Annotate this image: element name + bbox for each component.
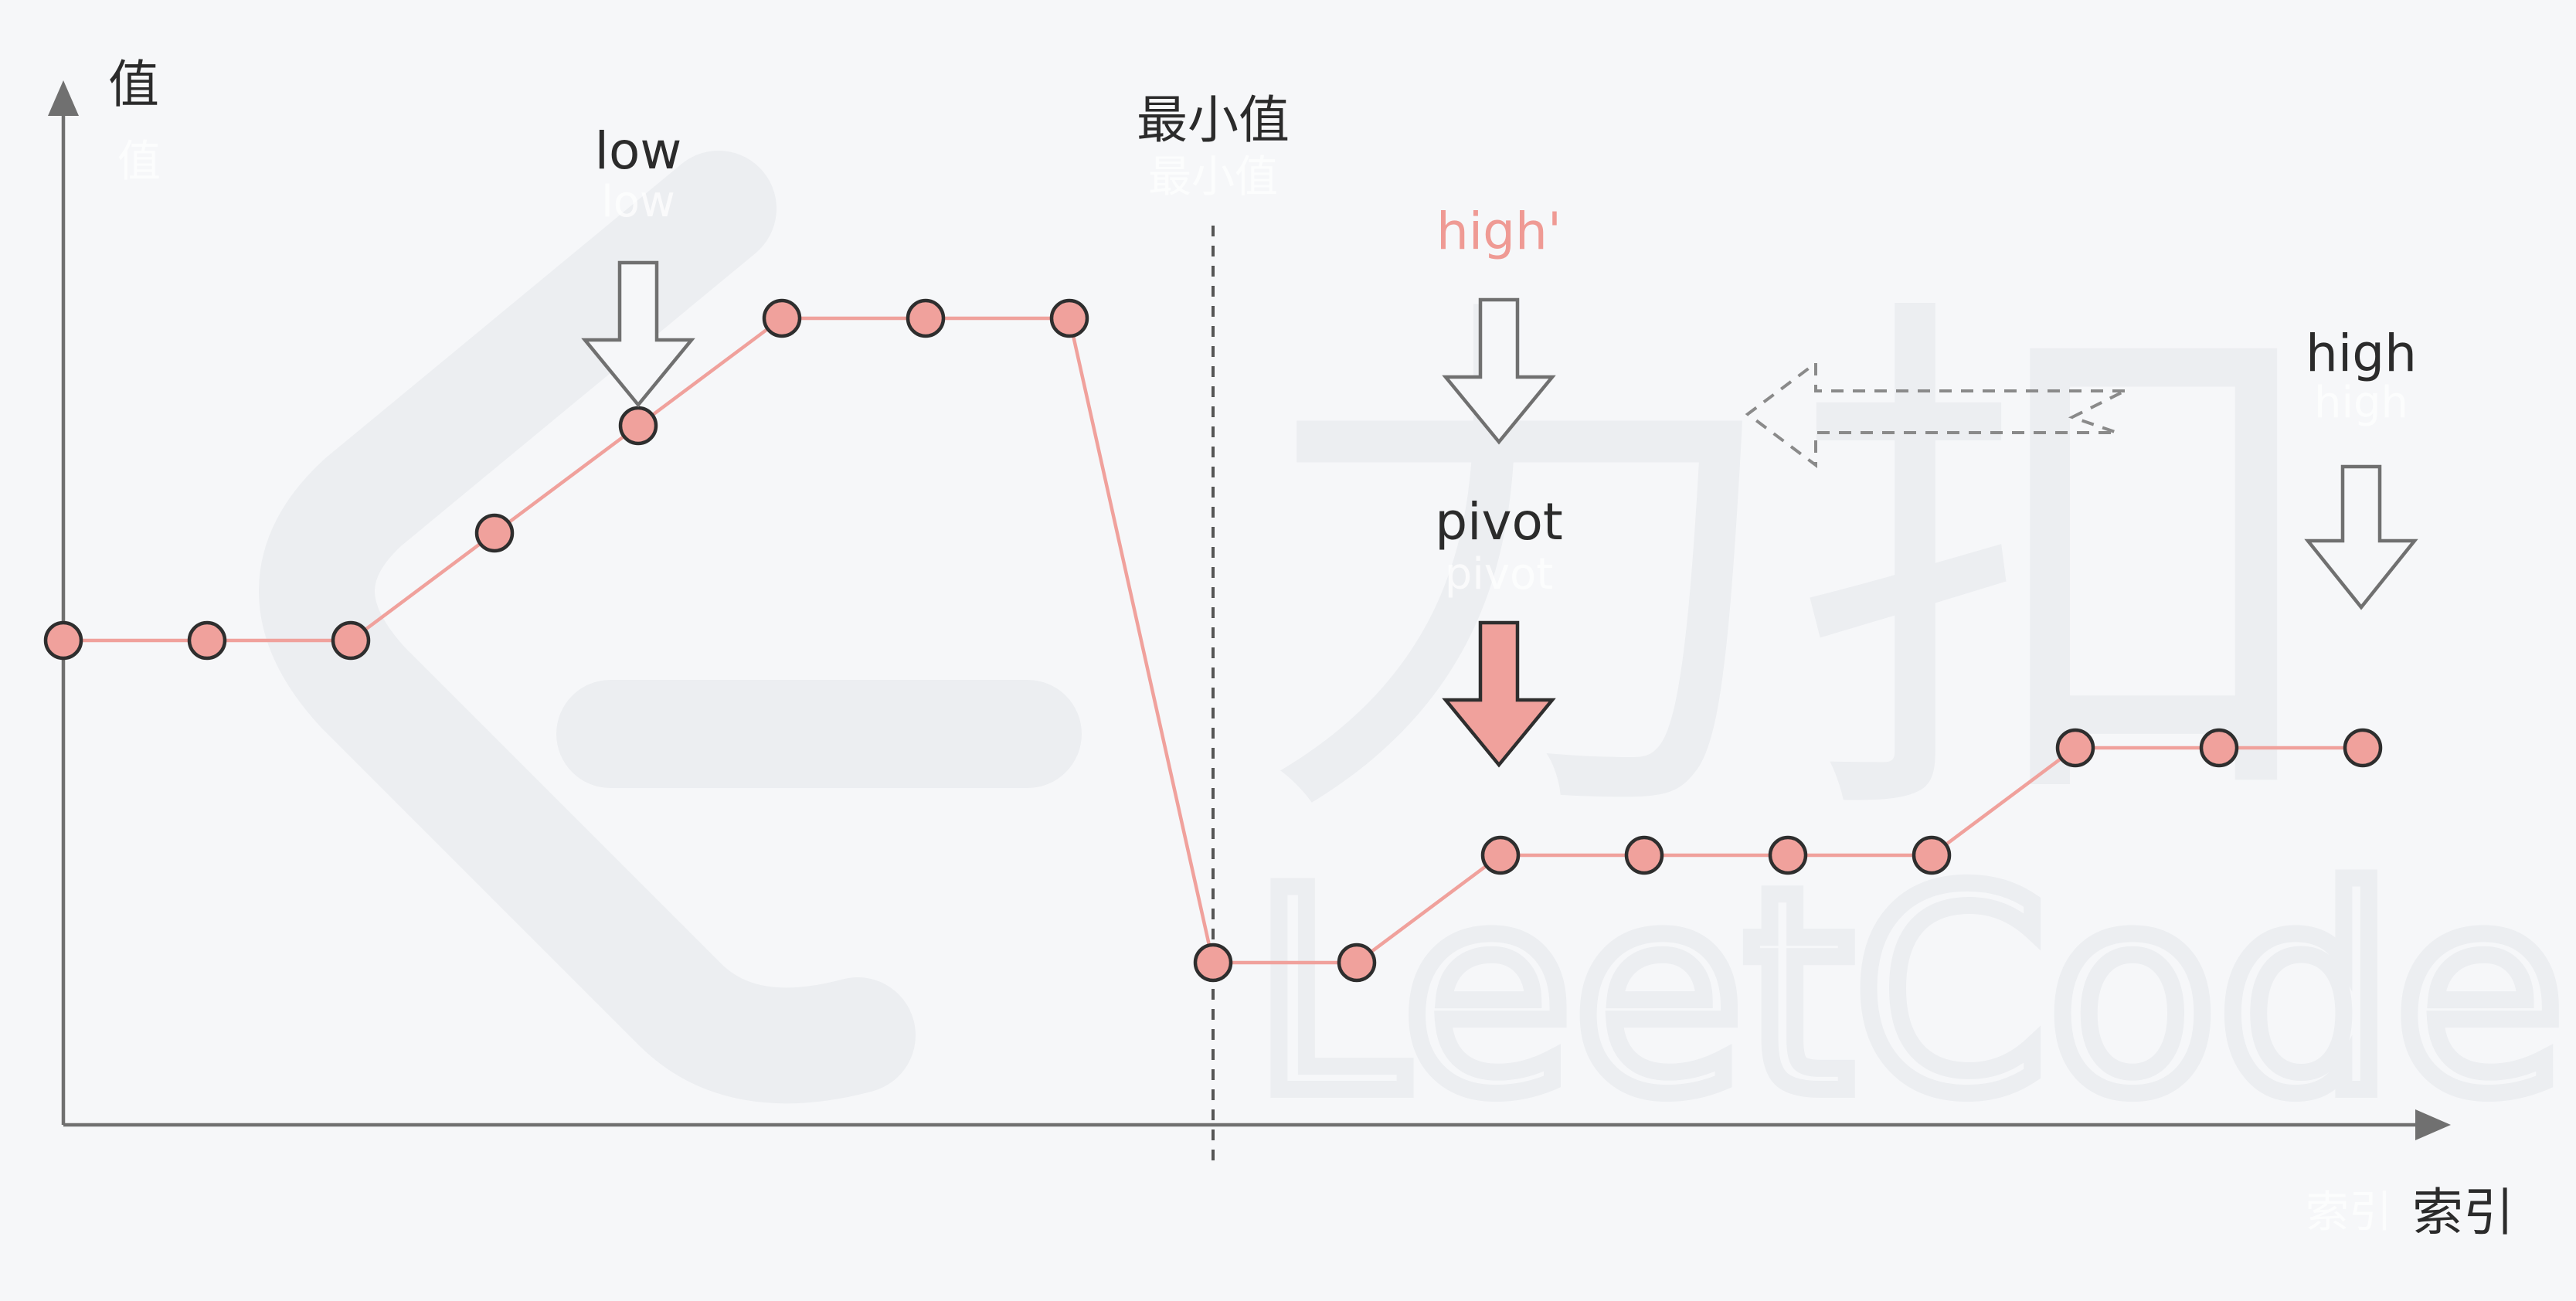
- data-point-3: [474, 513, 515, 553]
- y-axis-arrowhead: [48, 80, 79, 116]
- data-point-0: [43, 620, 83, 661]
- high-label: high: [2306, 324, 2417, 383]
- pivot-arrow: [1442, 620, 1556, 768]
- data-point-13: [1912, 835, 1952, 875]
- watermark-text: LeetCode: [1252, 831, 2565, 1155]
- watermark: 力扣 LeetCode: [259, 151, 2574, 1163]
- data-point-1: [187, 620, 227, 661]
- data-point-5: [762, 298, 802, 338]
- low-arrow: [581, 260, 695, 408]
- high-label-ghost: high: [2314, 378, 2408, 428]
- y-axis-label: 值: [108, 55, 159, 114]
- data-point-2: [331, 620, 371, 661]
- low-label-ghost: low: [601, 177, 675, 227]
- labels: 值 值 索引 索引 最小值 最小值 low low high' pivot pi…: [108, 55, 2514, 1242]
- x-axis-label-ghost: 索引: [2306, 1187, 2392, 1238]
- data-point-8: [1193, 943, 1233, 983]
- data-point-4: [618, 406, 658, 446]
- minimum-label-ghost: 最小值: [1148, 152, 1278, 202]
- data-point-11: [1624, 835, 1664, 875]
- data-point-15: [2199, 728, 2239, 768]
- x-axis-label: 索引: [2412, 1183, 2514, 1242]
- y-axis-label-ghost: 值: [117, 137, 161, 187]
- data-points: [43, 298, 2383, 983]
- watermark-glyphs: 力扣: [1252, 256, 2333, 885]
- high-move-left-arrow: [1745, 360, 2126, 468]
- data-point-16: [2343, 728, 2383, 768]
- data-point-6: [906, 298, 946, 338]
- data-point-12: [1768, 835, 1808, 875]
- watermark-logo: [259, 151, 916, 1104]
- high-arrow: [2304, 464, 2418, 610]
- low-label: low: [595, 121, 682, 181]
- pivot-label: pivot: [1435, 492, 1563, 552]
- data-point-14: [2055, 728, 2095, 768]
- pivot-label-ghost: pivot: [1445, 549, 1553, 600]
- axes: [48, 80, 2451, 1140]
- minimum-label: 最小值: [1137, 90, 1290, 150]
- data-point-9: [1337, 943, 1377, 983]
- pointer-arrows: [581, 260, 2418, 768]
- data-point-7: [1049, 298, 1089, 338]
- high-prime-label: high': [1436, 202, 1562, 261]
- high-prime-arrow: [1442, 297, 1556, 445]
- x-axis-arrowhead: [2415, 1109, 2451, 1140]
- data-point-10: [1480, 835, 1521, 875]
